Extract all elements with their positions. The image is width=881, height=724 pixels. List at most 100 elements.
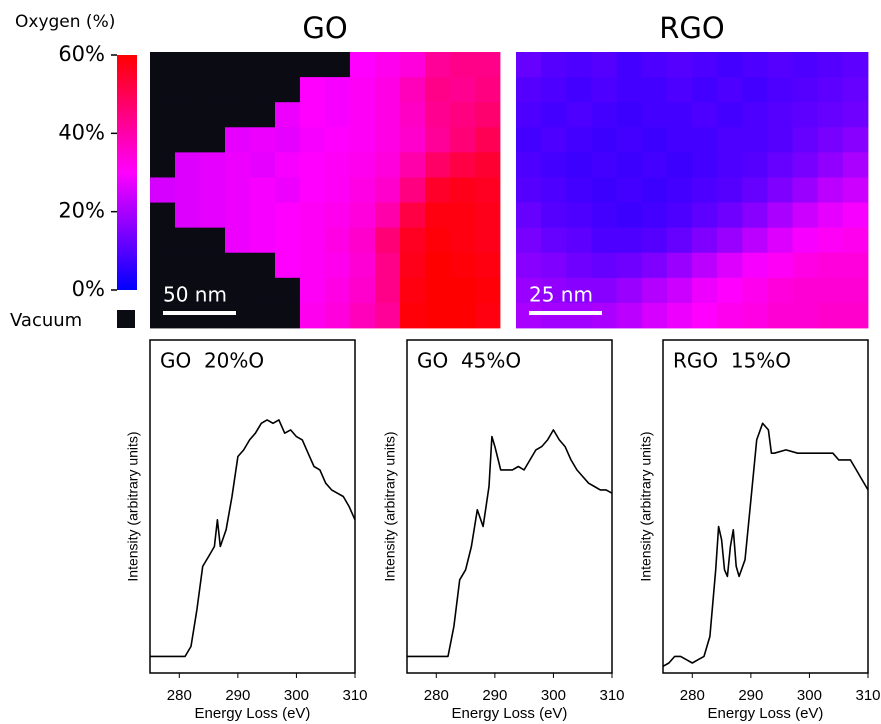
vacuum-cell [200,252,226,279]
map-cell [450,52,476,78]
map-cell [566,152,592,178]
x-tick-label: 280 [424,687,449,704]
map-cell [325,77,351,103]
map-cell [450,177,476,203]
map-cell [541,227,567,254]
map-cell [325,302,351,329]
map-cell [516,127,542,153]
vacuum-cell [225,302,251,329]
map-cell [375,302,401,329]
plot-frame [662,339,869,674]
map-cell [842,227,869,254]
map-cell [516,252,542,279]
map-cell [616,202,643,229]
map-cell [400,277,426,304]
map-cell [541,152,567,178]
map-cell [516,177,542,203]
map-cell [541,127,567,153]
map-cell [225,227,251,254]
map-cell [717,102,743,128]
map-cell [616,177,643,203]
colorbar-title: Oxygen (%) [15,12,115,32]
map-cell [767,52,793,78]
map-cell [275,252,301,279]
map-cell [591,52,617,78]
map-cell [400,52,426,78]
vacuum-cell [225,252,251,279]
map-cell [175,177,201,203]
spectrum-line [662,422,869,667]
map-cell [742,227,768,254]
map-cell [350,227,376,254]
map-cell [616,227,643,254]
map-cell [516,77,542,103]
map-cell [842,177,869,203]
map-cell [616,152,643,178]
map-cell [666,127,693,153]
map-cell [767,202,793,229]
map-cell [566,227,592,254]
map-cell [425,277,451,304]
map-cell [792,227,819,254]
map-cell [767,102,793,128]
map-cell [616,77,643,103]
map-cell [692,127,718,153]
map-cell [400,77,426,103]
map-cell [717,302,743,329]
null-swatch [117,310,135,328]
map-cell [350,102,376,128]
plot-frame [149,339,356,674]
vacuum-cell [300,52,326,78]
vacuum-cell [150,277,176,304]
map-cell [591,152,617,178]
map-cell [200,202,226,229]
map-cell [541,77,567,103]
map-cell [641,77,668,103]
map-cell [275,227,301,254]
y-axis-label: Intensity (arbitrary units) [638,431,654,581]
map-cell [641,102,668,128]
map-cell [541,277,567,304]
map-cell [425,77,451,103]
map-cell [616,127,643,153]
map-cell [792,252,819,279]
x-axis-label: Energy Loss (eV) [195,705,311,722]
map-cell [817,152,844,178]
vacuum-cell [250,302,276,329]
spectrum-line [407,429,613,658]
map-cell [375,127,401,153]
map-cell [692,302,718,329]
map-cell [400,302,426,329]
map-cell [742,202,768,229]
map-cell [450,277,476,304]
vacuum-cell [200,102,226,128]
vacuum-cell [175,52,201,78]
vacuum-cell [150,152,176,178]
x-axis-label: Energy Loss (eV) [452,705,568,722]
map-cell [692,52,718,78]
map-cell [566,302,592,329]
map-cell [717,177,743,203]
map-cell [817,202,844,229]
map-cell [817,227,844,254]
map-cell [717,277,743,304]
map-cell [666,102,693,128]
scale-bar-label: 50 nm [163,283,227,307]
map-cell [541,252,567,279]
map-cell [325,227,351,254]
map-cell [717,77,743,103]
colorbar-tick-label: 60% [58,42,105,66]
map-cell [175,152,201,178]
map-cell [516,302,542,329]
map-cell [225,202,251,229]
map-cell [375,177,401,203]
panel-title: RGO 15%O [673,349,791,373]
map-cell [200,177,226,203]
vacuum-cell [250,277,276,304]
map-cell [450,252,476,279]
map-cell [325,152,351,178]
spectrum-line [150,419,356,658]
vacuum-cell [150,202,176,229]
map-cell [375,102,401,128]
